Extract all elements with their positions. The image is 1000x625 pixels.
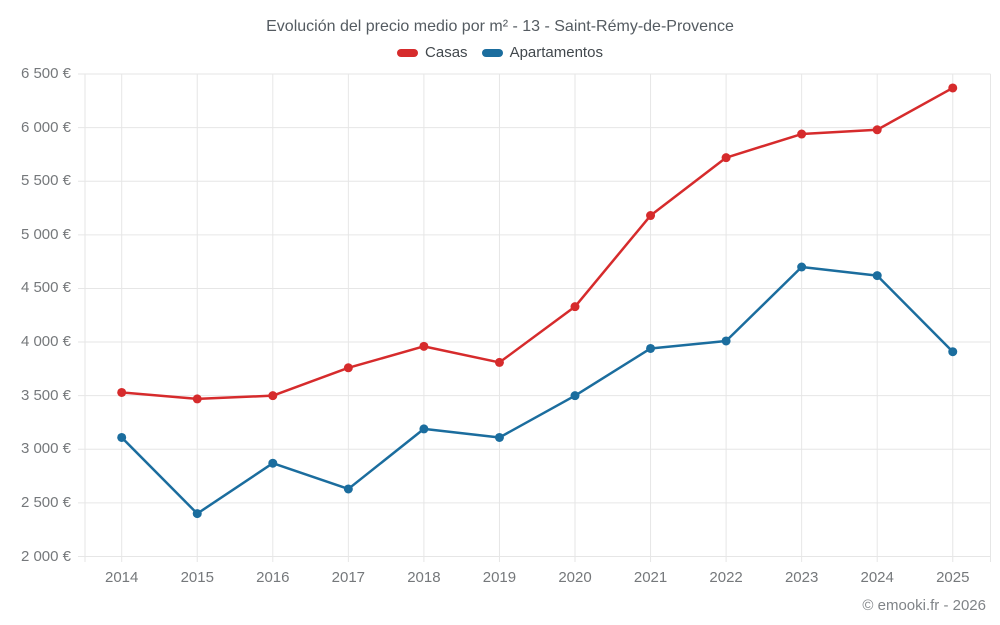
y-tick-label: 2 000 €	[20, 547, 71, 565]
apartamentos-point-2024[interactable]	[872, 271, 882, 281]
casas-point-2019[interactable]	[494, 357, 504, 367]
apartamentos-series-swatch-icon	[481, 48, 503, 57]
casas-point-2025[interactable]	[948, 83, 958, 93]
y-tick-label: 6 000 €	[20, 118, 71, 136]
apartamentos-point-2014[interactable]	[117, 432, 127, 442]
y-tick-label: 3 000 €	[20, 440, 71, 458]
apartamentos-point-2022[interactable]	[721, 336, 731, 346]
x-tick-label: 2015	[180, 569, 214, 586]
y-tick-label: 4 500 €	[20, 279, 71, 297]
x-tick-label: 2023	[784, 569, 819, 586]
apartamentos-line	[120, 265, 954, 515]
casas-point-2020[interactable]	[570, 302, 580, 312]
legend-label-apartamentos: Apartamentos	[509, 44, 603, 61]
casas-point-2018[interactable]	[419, 341, 429, 351]
x-tick-label: 2024	[860, 569, 894, 586]
y-tick-label: 5 500 €	[20, 172, 71, 190]
apartamentos-point-2016[interactable]	[268, 458, 278, 468]
x-tick-label: 2014	[105, 569, 139, 586]
apartamentos-point-2019[interactable]	[494, 432, 504, 442]
y-tick-label: 4 000 €	[20, 333, 71, 351]
y-tick-label: 6 500 €	[20, 65, 71, 82]
y-tick-label: 2 500 €	[20, 493, 71, 511]
x-tick-label: 2016	[256, 569, 290, 586]
x-tick-label: 2019	[482, 569, 517, 586]
x-tick-label: 2017	[331, 569, 366, 586]
x-tick-label: 2018	[407, 569, 441, 586]
apartamentos-point-2023[interactable]	[797, 262, 807, 272]
apartamentos-point-2021[interactable]	[646, 343, 656, 353]
casas-point-2017[interactable]	[343, 363, 353, 373]
casas-point-2021[interactable]	[646, 211, 656, 221]
legend-label-casas: Casas	[425, 44, 468, 61]
x-tick-label: 2020	[558, 569, 592, 586]
casas-series-swatch-icon	[397, 48, 419, 57]
casas-line	[120, 86, 954, 401]
casas-point-2022[interactable]	[721, 153, 731, 163]
chart-title: Evolución del precio medio por m² - 13 -…	[266, 18, 734, 35]
copyright: © emooki.fr - 2026	[862, 597, 986, 614]
x-tick-label: 2025	[936, 569, 970, 586]
x-tick-label: 2021	[633, 569, 668, 586]
casas-point-2014[interactable]	[117, 387, 127, 397]
y-tick-label: 5 000 €	[20, 225, 71, 243]
apartamentos-point-2017[interactable]	[343, 484, 353, 494]
casas-point-2024[interactable]	[872, 125, 882, 135]
legend-item-casas[interactable]: Casas	[397, 44, 468, 61]
apartamentos-point-2018[interactable]	[419, 424, 429, 434]
y-tick-label: 3 500 €	[20, 386, 71, 404]
apartamentos-point-2015[interactable]	[192, 509, 202, 519]
casas-point-2015[interactable]	[192, 394, 202, 404]
apartamentos-point-2025[interactable]	[948, 347, 958, 357]
x-tick-label: 2022	[709, 569, 743, 586]
casas-point-2016[interactable]	[268, 391, 278, 401]
casas-point-2023[interactable]	[797, 129, 807, 139]
legend: Casas Apartamentos	[0, 44, 1000, 61]
apartamentos-point-2020[interactable]	[570, 391, 580, 401]
legend-item-apartamentos[interactable]: Apartamentos	[481, 44, 603, 61]
